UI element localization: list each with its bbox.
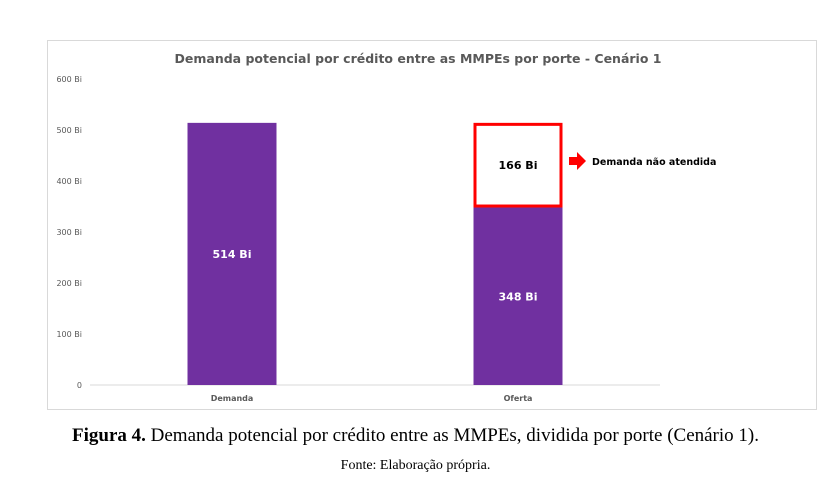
y-tick-label: 100 Bi (56, 330, 82, 339)
x-tick-label: Oferta (504, 394, 533, 403)
data-label: 348 Bi (499, 290, 538, 303)
chart-frame (47, 40, 817, 410)
x-tick-label: Demanda (211, 394, 254, 403)
data-label: 166 Bi (499, 159, 538, 172)
figure-caption: Figura 4. Demanda potencial por crédito … (0, 425, 831, 447)
bar-segment (473, 207, 563, 385)
y-tick-label: 500 Bi (56, 126, 82, 135)
chart: Demanda potencial por crédito entre as M… (56, 51, 716, 403)
y-tick-label: 0 (77, 381, 82, 390)
caption-text: Demanda potencial por crédito entre as M… (145, 425, 759, 446)
y-tick-label: 400 Bi (56, 177, 82, 186)
annotation-label: Demanda não atendida (592, 157, 716, 168)
bar-segment (187, 122, 277, 386)
y-tick-label: 300 Bi (56, 228, 82, 237)
figure-source: Fonte: Elaboração própria. (340, 458, 491, 473)
y-tick-label: 200 Bi (56, 279, 82, 288)
data-label: 514 Bi (213, 248, 252, 261)
y-tick-label: 600 Bi (56, 75, 82, 84)
caption-label: Figura 4. (72, 425, 146, 446)
chart-title: Demanda potencial por crédito entre as M… (175, 51, 662, 66)
arrow-right-icon (569, 152, 586, 170)
bar-segment (473, 122, 563, 208)
